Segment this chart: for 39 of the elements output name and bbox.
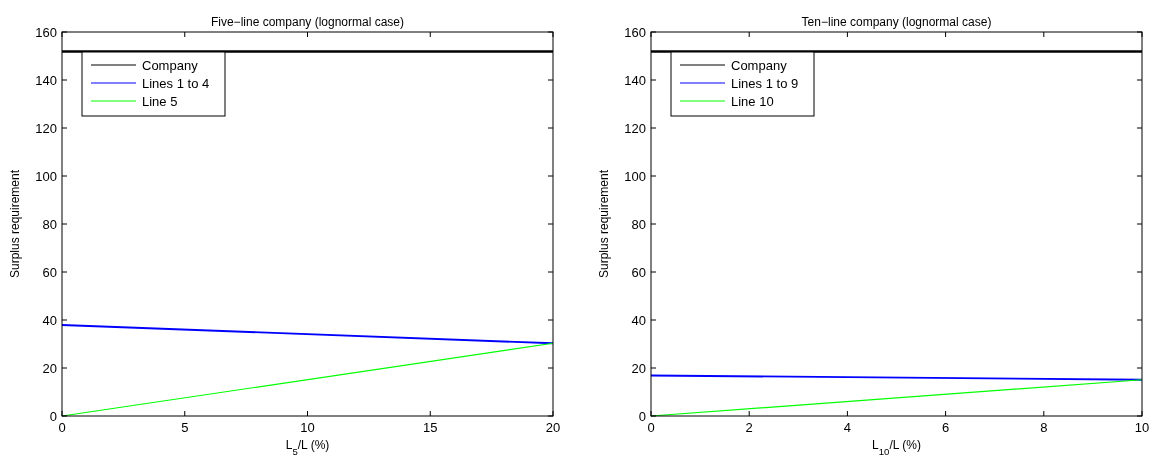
y-axis-title: Surplus requirement <box>8 169 22 279</box>
y-tick-label: 40 <box>631 313 646 328</box>
y-tick-label: 140 <box>35 73 57 88</box>
y-tick-label: 0 <box>638 409 646 424</box>
chart-title: Ten−line company (lognormal case) <box>801 15 992 29</box>
chart-title: Five−line company (lognormal case) <box>210 15 405 29</box>
x-axis-title: L$_{5}$/L (%) <box>285 438 330 457</box>
legend-label: Lines 1 to 9 <box>731 76 799 91</box>
y-tick-label: 120 <box>35 121 57 136</box>
x-tick-label: 5 <box>181 420 189 435</box>
y-tick-label: 160 <box>35 25 57 40</box>
x-tick-label: 2 <box>745 420 753 435</box>
y-tick-label: 100 <box>624 169 646 184</box>
y-tick-label: 160 <box>624 25 646 40</box>
y-tick-label: 80 <box>631 217 646 232</box>
x-tick-label: 15 <box>423 420 438 435</box>
y-tick-label: 100 <box>35 169 57 184</box>
x-tick-label: 10 <box>1134 420 1150 435</box>
y-tick-label: 20 <box>42 361 57 376</box>
x-tick-label: 8 <box>1040 420 1048 435</box>
y-tick-label: 60 <box>42 265 57 280</box>
y-tick-label: 80 <box>42 217 57 232</box>
y-tick-label: 20 <box>631 361 646 376</box>
legend-label: Line 5 <box>142 94 178 109</box>
x-tick-label: 4 <box>843 420 852 435</box>
legend-label: Line 10 <box>731 94 774 109</box>
y-axis-title: Surplus requirement <box>597 169 611 279</box>
y-tick-label: 0 <box>49 409 57 424</box>
legend-label: Company <box>731 58 788 73</box>
x-tick-label: 20 <box>545 420 561 435</box>
legend-label: Company <box>142 58 199 73</box>
y-tick-label: 60 <box>631 265 646 280</box>
x-axis-title: L$_{10}$/L (%) <box>872 438 921 457</box>
legend-label: Lines 1 to 4 <box>142 76 210 91</box>
y-tick-label: 140 <box>624 73 646 88</box>
x-tick-label: 10 <box>300 420 315 435</box>
y-tick-label: 40 <box>42 313 57 328</box>
y-tick-label: 120 <box>624 121 646 136</box>
x-tick-label: 6 <box>941 420 950 435</box>
